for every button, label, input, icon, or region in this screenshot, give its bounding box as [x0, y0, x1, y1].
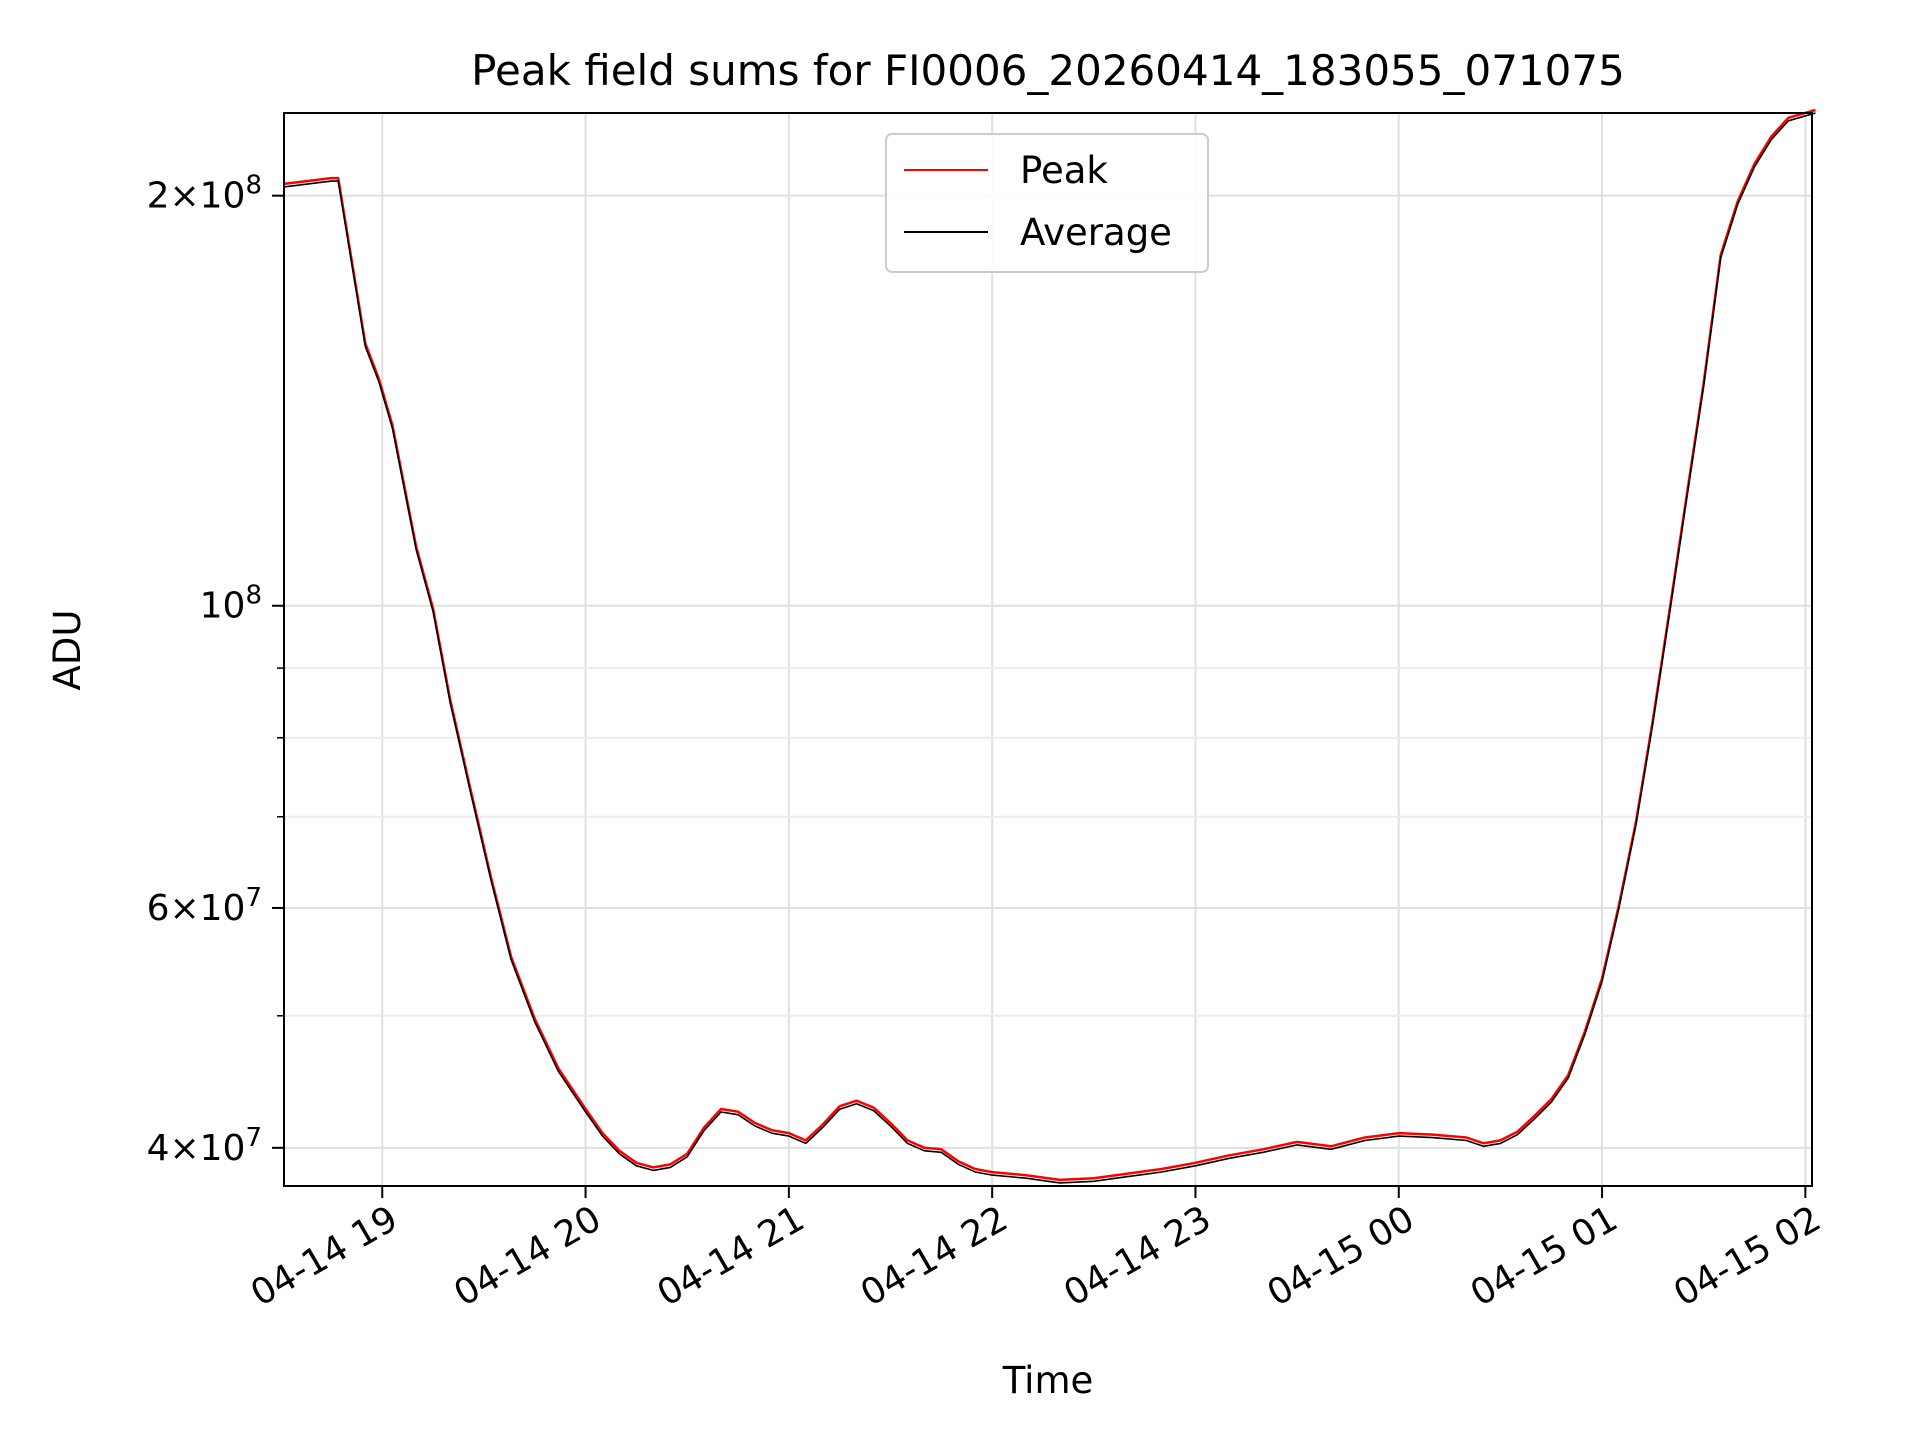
legend-label-average: Average: [1020, 211, 1172, 254]
series-line-average: [283, 112, 1816, 1184]
y-tick-label: 2×108: [147, 171, 262, 217]
legend-label-peak: Peak: [1020, 149, 1108, 192]
y-axis-label: ADU: [46, 610, 89, 691]
grid-lines: [284, 113, 1812, 1186]
series-line-peak: [283, 108, 1816, 1182]
y-tick-label: 6×107: [147, 883, 262, 929]
x-axis-label: Time: [1002, 1359, 1094, 1402]
series-layer: [283, 108, 1816, 1184]
chart-title: Peak field sums for FI0006_20260414_1830…: [471, 46, 1625, 95]
y-tick-label: 4×107: [147, 1123, 262, 1169]
legend-box: [885, 133, 1209, 273]
y-tick-label: 108: [200, 581, 262, 627]
legend: Peak Average: [885, 133, 1209, 273]
plot-area-frame: [283, 112, 1813, 1187]
y-axis-ticks: 4×107 6×107 108 2×108: [147, 171, 284, 1169]
